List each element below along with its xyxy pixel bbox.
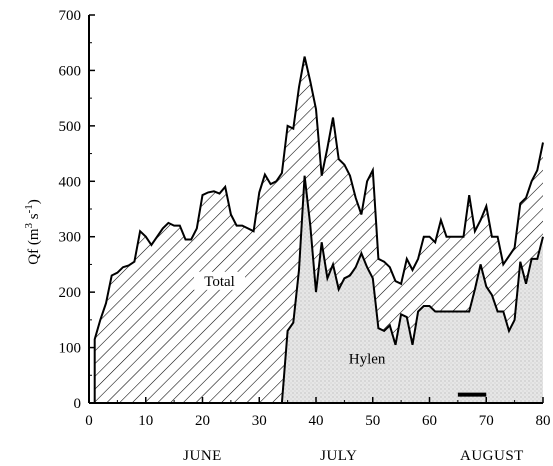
x-tick-label: 10 xyxy=(138,413,153,429)
month-label: AUGUST xyxy=(460,448,524,464)
series-labels: Total Hylen xyxy=(194,271,386,367)
month-label: JUNE xyxy=(183,448,222,464)
series-label: Hylen xyxy=(349,351,386,367)
x-tick-label: 30 xyxy=(252,413,267,429)
y-axis-title-exp2: -1 xyxy=(23,204,35,213)
series-label-bg xyxy=(194,271,246,290)
y-axis-title-base: Qf (m xyxy=(26,228,42,265)
y-tick-label: 100 xyxy=(59,341,82,357)
y-axis-title-close: ) xyxy=(26,199,42,204)
y-tick-label: 200 xyxy=(59,285,82,301)
y-tick-label: 300 xyxy=(59,230,82,246)
x-tick-label: 60 xyxy=(422,413,437,429)
x-axis-ticks: 0 10 20 30 40 50 60 70 80 xyxy=(85,397,551,429)
x-tick-label: 80 xyxy=(536,413,551,429)
series-label: Total xyxy=(204,274,235,290)
y-tick-label: 700 xyxy=(59,8,82,24)
hylen-series-line xyxy=(280,175,544,404)
y-tick-label: 500 xyxy=(59,119,82,135)
x-tick-label: 20 xyxy=(195,413,210,429)
x-tick-label: 70 xyxy=(479,413,494,429)
y-axis-title-mid: s xyxy=(26,213,42,223)
plot-area xyxy=(93,56,544,404)
month-label: JULY xyxy=(320,448,357,464)
x-tick-label: 40 xyxy=(309,413,324,429)
y-axis-ticks: 0 100 200 300 400 500 600 700 xyxy=(59,8,95,412)
y-tick-label: 600 xyxy=(59,63,82,79)
hylen-series-area xyxy=(281,175,543,403)
x-tick-label: 0 xyxy=(85,413,93,429)
y-tick-label: 0 xyxy=(74,396,82,412)
y-tick-label: 400 xyxy=(59,174,82,190)
y-axis-title: Qf (m3 s-1) xyxy=(23,199,42,265)
total-series-line xyxy=(93,56,544,403)
month-labels: JUNE JULY AUGUST xyxy=(183,448,524,464)
y-axis-title-exp1: 3 xyxy=(23,223,35,229)
x-tick-label: 50 xyxy=(365,413,380,429)
